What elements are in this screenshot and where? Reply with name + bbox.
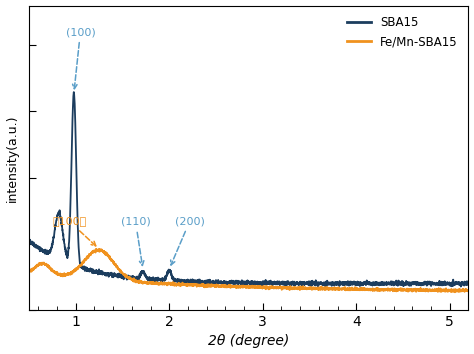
SBA15 [214, 280, 219, 285]
Fe/Mn-SBA15 [102, 252, 108, 257]
SBA15 [457, 282, 463, 286]
Fe/Mn-SBA15 [195, 282, 201, 286]
Text: （100）: （100） [52, 216, 96, 246]
Fe/Mn-SBA15 [465, 289, 471, 293]
Y-axis label: intensity(a.u.): intensity(a.u.) [6, 114, 18, 201]
Fe/Mn-SBA15 [457, 288, 463, 292]
SBA15 [410, 281, 415, 285]
Fe/Mn-SBA15 [452, 290, 458, 295]
Legend: SBA15, Fe/Mn-SBA15: SBA15, Fe/Mn-SBA15 [342, 11, 463, 53]
Text: (200): (200) [171, 216, 205, 265]
SBA15 [465, 281, 471, 286]
Fe/Mn-SBA15 [94, 247, 100, 251]
Text: (110): (110) [121, 217, 150, 266]
Fe/Mn-SBA15 [76, 265, 82, 269]
Fe/Mn-SBA15 [214, 285, 219, 289]
SBA15 [26, 238, 32, 242]
Text: (100): (100) [65, 27, 95, 89]
SBA15 [76, 254, 82, 258]
Fe/Mn-SBA15 [410, 287, 415, 292]
SBA15 [102, 271, 108, 275]
SBA15 [458, 284, 464, 289]
Line: SBA15: SBA15 [29, 92, 468, 286]
Fe/Mn-SBA15 [26, 270, 32, 275]
SBA15 [195, 282, 201, 286]
X-axis label: 2θ (degree): 2θ (degree) [208, 335, 289, 348]
Line: Fe/Mn-SBA15: Fe/Mn-SBA15 [29, 249, 468, 292]
SBA15 [71, 90, 77, 94]
